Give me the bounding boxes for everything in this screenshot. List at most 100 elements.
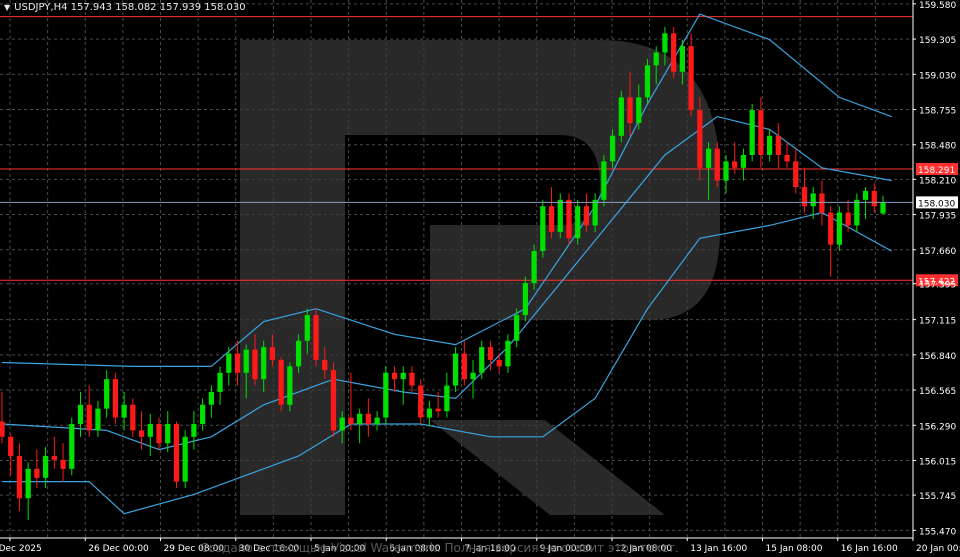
candle-body [243,349,249,373]
candle-body [165,423,171,444]
candle [252,334,258,386]
price-tick-label: 159.030 [919,71,956,81]
candle [60,443,66,482]
candle-body [435,408,441,412]
candle-body [566,199,572,239]
candle-body [749,110,755,155]
candle [740,148,747,181]
candle-body [295,340,302,367]
price-tick-label: 157.395 [919,281,956,291]
candle-body [0,421,5,437]
candle-body [400,372,406,380]
candle-body [688,46,694,111]
candle [200,398,206,431]
candle [322,347,328,380]
candle [409,366,415,392]
candle-body [426,408,433,418]
candle-body [261,347,267,380]
candle-body [793,161,799,188]
level-label: 158.291 [918,166,955,176]
time-axis: 23 Dec 2025 26 Dec 00:00 29 Dec 08:00 30 De… [0,537,960,554]
candle-body [583,206,590,226]
candle [880,195,886,215]
candle [112,372,119,424]
high-value: 158.082 [115,2,157,13]
candle-body [505,340,511,367]
candle-body [60,459,66,469]
candle [313,308,319,367]
price-tick-label: 156.840 [919,352,956,362]
candle [810,187,816,220]
candle [357,408,363,444]
candle-body [522,283,528,316]
candle-body [156,423,162,444]
candle [269,334,276,367]
low-value: 157.939 [159,2,202,13]
candle [400,366,406,405]
time-tick-label: 7 Jan 16:00 [465,544,517,554]
candle [505,334,511,373]
time-tick-label: 13 Jan 16:00 [690,544,747,554]
candle-body [322,359,328,371]
candle [208,385,214,418]
candle-body [383,372,389,418]
candle [653,46,659,85]
price-tick-label: 157.115 [919,317,956,327]
candle [732,142,738,175]
candle [766,129,773,162]
candle [845,199,851,232]
candle-body [138,430,145,437]
candle [234,340,241,386]
candle-body [208,391,214,405]
candle [575,199,581,245]
price-tick-label: 156.290 [919,422,956,432]
candle [522,276,528,322]
bollinger-lower-line [2,211,892,515]
candle [714,142,720,188]
candle [217,366,223,405]
time-tick-label: 9 Jan 00:00 [540,544,592,554]
candle [374,411,380,431]
candle-body [330,370,337,431]
time-tick-label: 16 Jan 16:00 [841,544,898,554]
watermark-logo [240,40,720,515]
candle [86,385,92,437]
candle-body [409,372,415,386]
bollinger-upper-line [1,13,892,367]
candle-body [42,456,49,478]
candle [758,97,764,168]
candle-body [69,423,75,469]
price-tick-label: 155.745 [919,492,956,502]
candle [636,84,642,130]
candle [69,417,75,476]
candle-body [365,413,371,424]
candle-body [173,423,180,482]
candle-body [25,468,31,499]
current-price-label: 158.030 [918,199,955,209]
candle-body [147,423,153,437]
candle [705,142,712,200]
candle [330,362,337,437]
level-label-tag [916,162,958,175]
candle-body [758,110,764,155]
candle-body [836,212,843,245]
candle [801,167,808,213]
candle [42,447,49,489]
candle-body [252,349,258,380]
candle-body [357,413,363,424]
candle-body [810,193,816,207]
candle [854,193,860,232]
candle-body [391,372,398,380]
candle-body [548,206,555,232]
candle-body [592,199,598,226]
candle [173,421,180,489]
candle-body [705,148,712,168]
candle [77,391,84,437]
candle [452,347,459,392]
candle [391,366,398,392]
level-label-tag [916,274,958,287]
candle-body [130,404,136,431]
collapse-triangle-icon[interactable]: ▼ [4,3,11,12]
candle [383,366,389,424]
